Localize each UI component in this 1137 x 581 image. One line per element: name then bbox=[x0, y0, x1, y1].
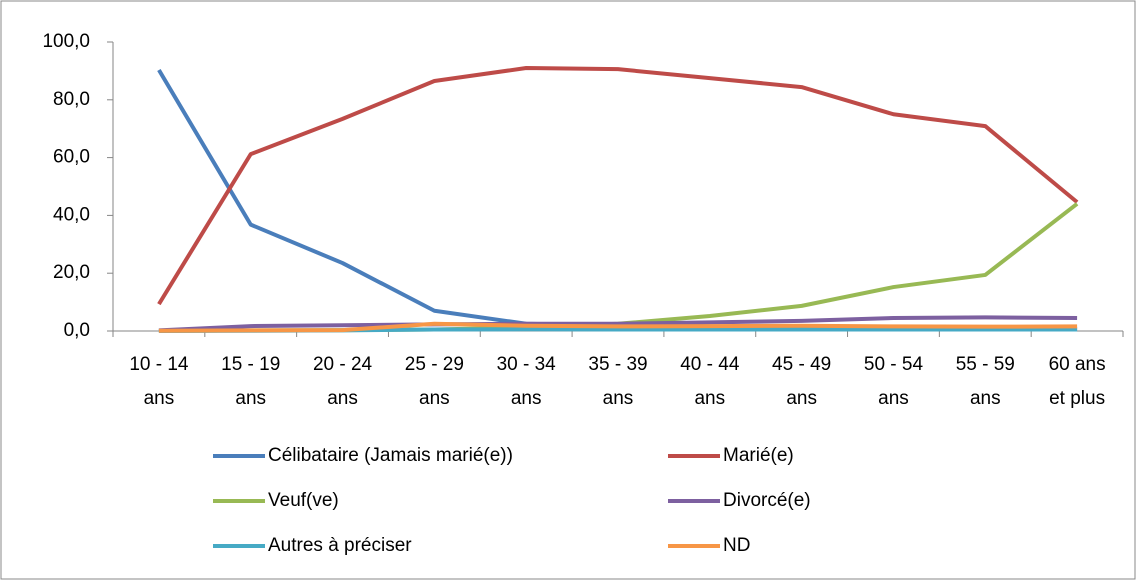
series-line bbox=[158, 321, 1078, 333]
y-tick-label: 100,0 bbox=[42, 31, 90, 52]
x-tick-label: et plus bbox=[1049, 388, 1105, 409]
x-tick-label: 40 - 44 bbox=[680, 354, 740, 375]
x-tick-label: 35 - 39 bbox=[588, 354, 647, 375]
series-line bbox=[157, 66, 1079, 306]
y-tick-label: 60,0 bbox=[53, 147, 90, 168]
x-tick-label: 10 - 14 bbox=[129, 354, 189, 375]
x-tick-label: 60 ans bbox=[1049, 354, 1106, 375]
x-tick-label: ans bbox=[603, 388, 634, 409]
legend-label: Célibataire (Jamais marié(e)) bbox=[268, 445, 513, 466]
x-tick-label: ans bbox=[878, 388, 909, 409]
x-tick-label: 20 - 24 bbox=[313, 354, 373, 375]
x-tick-label: ans bbox=[511, 388, 542, 409]
y-tick-label: 20,0 bbox=[53, 262, 90, 283]
legend-label: Autres à préciser bbox=[268, 535, 412, 556]
x-tick-label: ans bbox=[970, 388, 1001, 409]
y-tick-label: 0,0 bbox=[64, 320, 90, 341]
legend-label: ND bbox=[723, 535, 750, 556]
x-tick-label: 30 - 34 bbox=[497, 354, 557, 375]
x-tick-label: ans bbox=[694, 388, 725, 409]
legend-label: Divorcé(e) bbox=[723, 490, 811, 511]
x-tick-label: ans bbox=[419, 388, 450, 409]
x-tick-label: 45 - 49 bbox=[772, 354, 831, 375]
x-tick-label: ans bbox=[144, 388, 175, 409]
x-tick-label: 15 - 19 bbox=[221, 354, 280, 375]
series-line bbox=[158, 315, 1078, 333]
x-tick-label: 50 - 54 bbox=[864, 354, 924, 375]
legend-label: Veuf(ve) bbox=[268, 490, 339, 511]
x-tick-label: ans bbox=[327, 388, 358, 409]
x-tick-label: 55 - 59 bbox=[956, 354, 1015, 375]
y-tick-label: 80,0 bbox=[53, 89, 90, 110]
x-tick-label: 25 - 29 bbox=[405, 354, 464, 375]
x-tick-label: ans bbox=[235, 388, 266, 409]
y-tick-label: 40,0 bbox=[53, 204, 90, 225]
x-tick-label: ans bbox=[786, 388, 817, 409]
legend-label: Marié(e) bbox=[723, 445, 794, 466]
